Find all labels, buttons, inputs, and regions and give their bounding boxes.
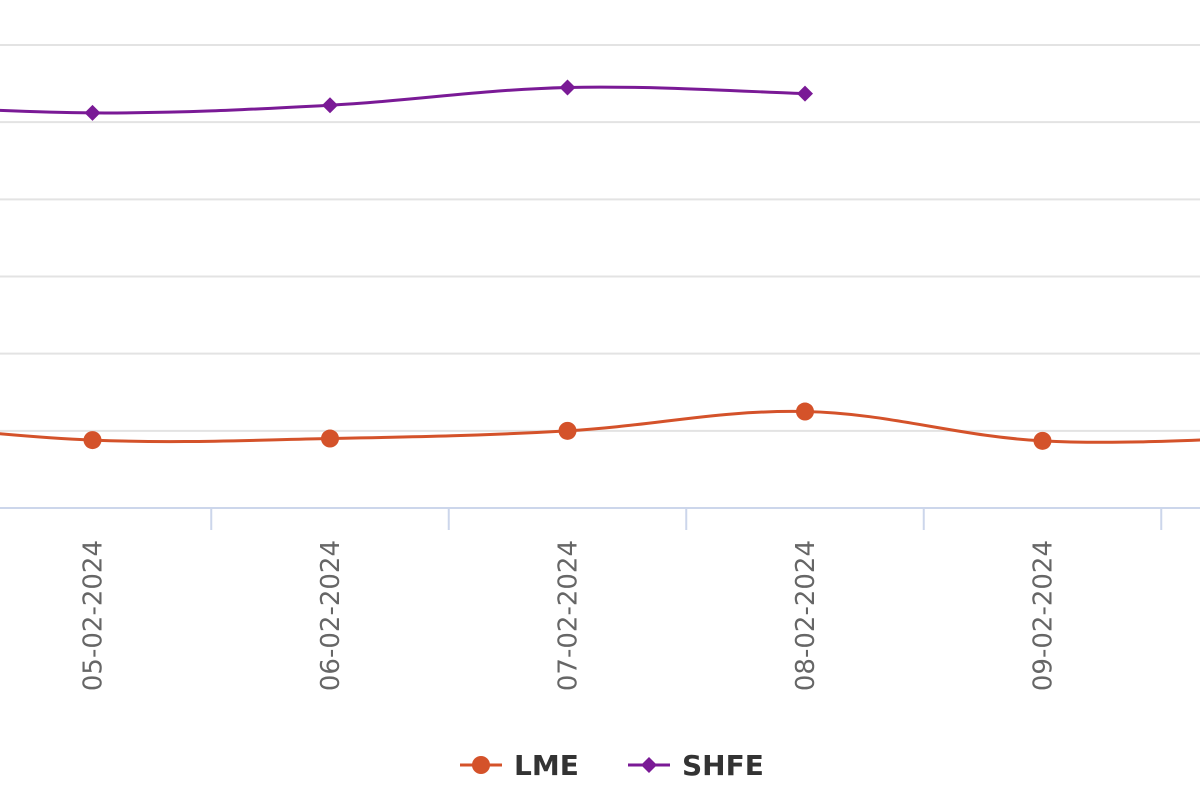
x-tick-label: 05-02-2024 [79,540,109,691]
legend-marker-lme [472,756,490,774]
data-point-shfe [322,97,338,114]
data-point-shfe [797,85,813,102]
grid-lines [0,44,1200,432]
data-point-lme [321,429,339,448]
legend-item-lme[interactable]: LME [460,749,579,782]
series-shfe [0,79,813,121]
x-tick-label: 07-02-2024 [554,540,584,691]
legend: LME SHFE [460,749,764,782]
series-line-lme [0,409,1200,444]
series-lme [0,402,1200,450]
x-tick-label: 06-02-2024 [316,540,346,691]
x-tick-label: 08-02-2024 [791,540,821,691]
legend-item-shfe[interactable]: SHFE [628,749,764,782]
x-tick-label: 09-02-2024 [1029,540,1059,691]
legend-marker-shfe [641,757,657,773]
x-tick-labels: 05-02-2024 06-02-2024 07-02-2024 08-02-2024… [79,540,1059,691]
series-line-shfe [0,85,806,115]
data-point-shfe [84,104,101,121]
legend-label-lme: LME [514,749,579,782]
data-point-lme [796,402,814,421]
legend-label-shfe: SHFE [682,749,764,782]
data-point-lme [558,421,577,440]
x-axis [0,507,1200,530]
series-layer [0,79,1200,450]
data-point-shfe [559,79,576,96]
data-point-lme [83,431,102,450]
data-point-lme [1033,431,1052,450]
